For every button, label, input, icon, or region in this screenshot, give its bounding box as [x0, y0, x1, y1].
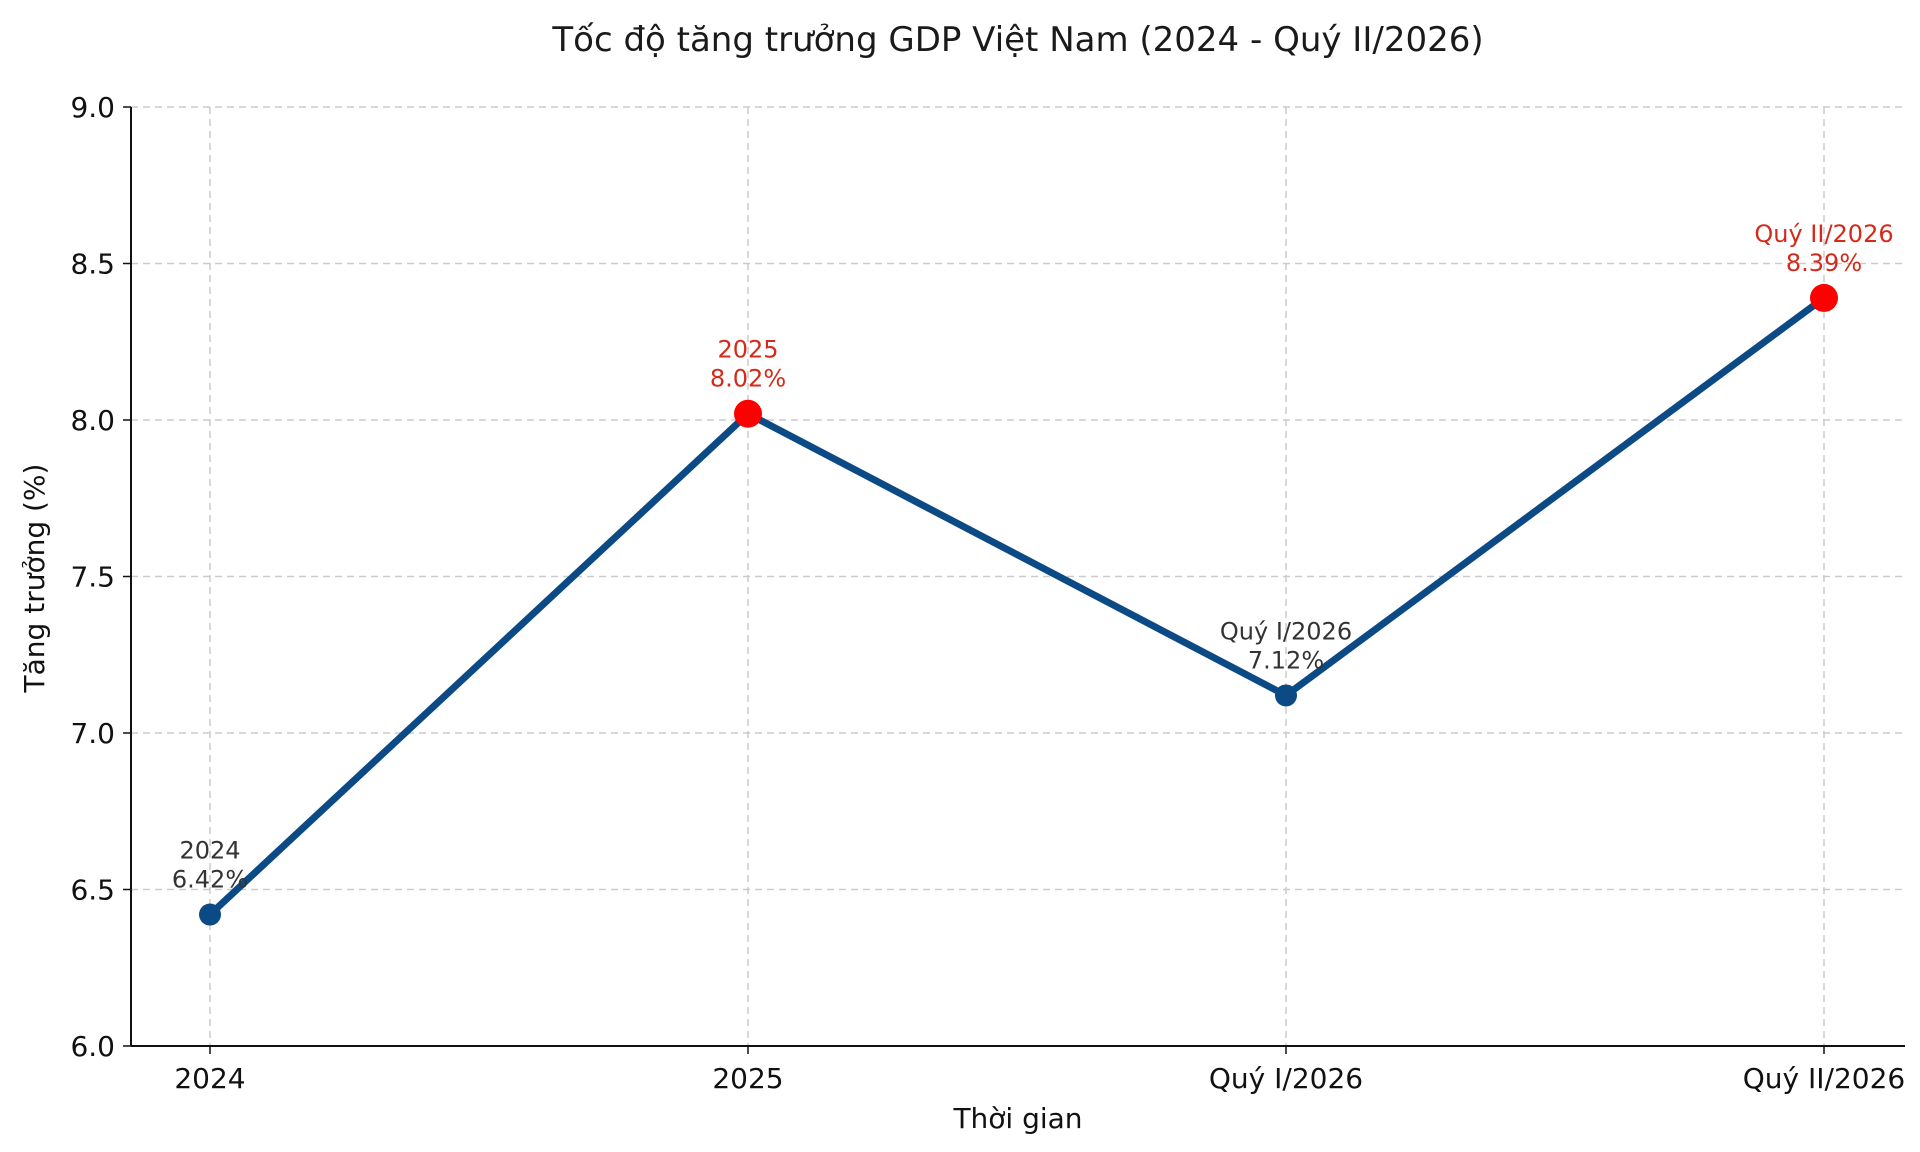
grid-lines	[131, 106, 1905, 1047]
data-label-period: Quý II/2026	[1754, 220, 1893, 248]
data-label-period: 2024	[179, 837, 240, 865]
x-tick-label: Quý II/2026	[1743, 1062, 1905, 1095]
x-tick-label: Quý I/2026	[1209, 1062, 1363, 1095]
y-tick-label: 8.0	[70, 404, 115, 437]
y-tick-label: 7.0	[70, 717, 115, 750]
chart-title: Tốc độ tăng trưởng GDP Việt Nam (2024 - …	[551, 20, 1483, 60]
x-tick-label: 2025	[712, 1062, 783, 1095]
series-line	[206, 294, 1828, 919]
data-markers	[199, 283, 1838, 926]
x-tick-label: 2024	[174, 1062, 245, 1095]
y-axis-title: Tăng trưởng (%)	[18, 464, 51, 694]
highlight-data-point	[734, 399, 762, 428]
data-label-value: 8.02%	[710, 365, 786, 393]
x-axis-title: Thời gian	[952, 1102, 1082, 1135]
data-label-value: 6.42%	[172, 866, 248, 894]
y-tick-label: 6.0	[70, 1030, 115, 1063]
data-label-period: Quý I/2026	[1220, 617, 1352, 645]
data-point	[199, 903, 221, 926]
tick-labels: 6.0 6.5 7.0 7.5 8.0 8.5 9.0 2024 2025 Quý I/2026 Q…	[70, 91, 1905, 1095]
data-label-period: 2025	[717, 336, 778, 364]
y-tick-label: 8.5	[70, 248, 115, 281]
data-point	[1275, 684, 1297, 707]
y-tick-label: 6.5	[70, 874, 115, 907]
y-tick-label: 9.0	[70, 91, 115, 124]
highlight-data-point	[1810, 283, 1838, 312]
axes	[123, 106, 1905, 1054]
data-label-value: 8.39%	[1786, 249, 1862, 277]
y-tick-label: 7.5	[70, 561, 115, 594]
gdp-growth-series-line	[206, 294, 1828, 919]
data-label-value: 7.12%	[1248, 646, 1324, 674]
